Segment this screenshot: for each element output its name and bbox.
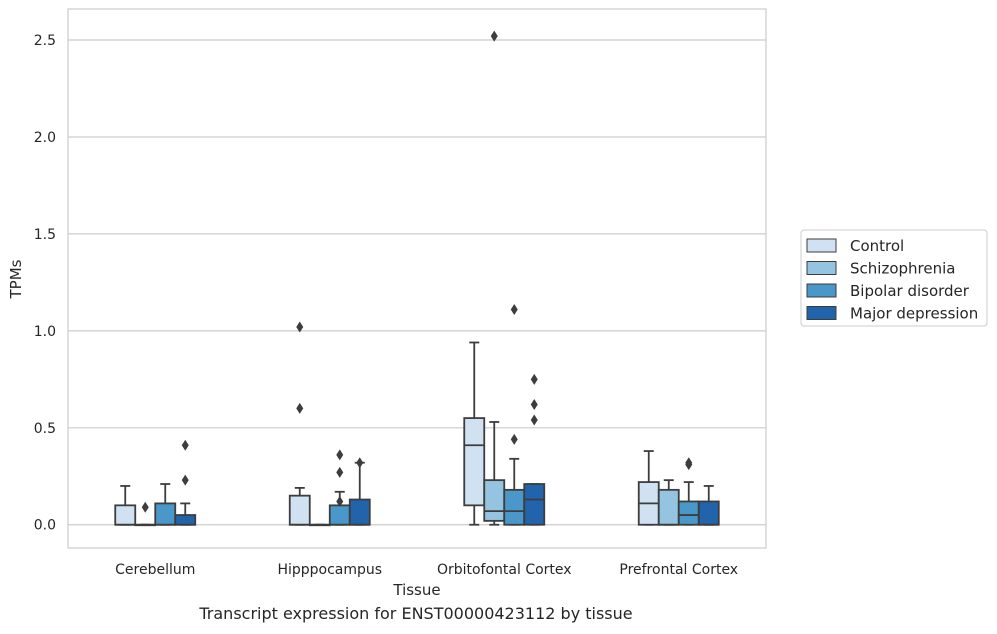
box-2-3 (677, 457, 700, 526)
box-body (174, 514, 197, 526)
box-body (288, 494, 311, 526)
box-0-3 (637, 450, 660, 526)
x-tick-label: Prefrontal Cortex (619, 562, 738, 578)
legend-label: Control (850, 237, 904, 255)
outlier-point (530, 399, 538, 411)
box-2-2 (503, 304, 526, 526)
box-body (483, 479, 506, 522)
legend-swatch (806, 238, 837, 253)
outlier-point (510, 433, 518, 445)
outlier-point (181, 439, 189, 451)
legend: Control Schizophrenia Bipolar disorder Majo… (800, 229, 988, 327)
y-tick-label: 1.0 (34, 324, 56, 340)
grid-lines (68, 39, 766, 526)
y-tick-label: 1.5 (34, 227, 56, 243)
box-2-1 (328, 449, 351, 526)
x-axis-label: Tissue (392, 581, 440, 599)
y-tick-label: 0.5 (34, 421, 56, 437)
box-3-1 (348, 457, 371, 526)
legend-swatch (806, 306, 837, 320)
box-2-0 (154, 483, 177, 526)
outlier-point (141, 501, 149, 513)
box-0-1 (288, 321, 311, 526)
outlier-point (530, 373, 538, 385)
legend-swatch (806, 261, 837, 275)
y-tick-label: 0.0 (34, 518, 56, 534)
x-tick-label: Cerebellum (115, 562, 195, 578)
outlier-point (510, 304, 518, 316)
box-body (657, 488, 680, 526)
outlier-point (356, 457, 364, 469)
outlier-point (490, 30, 498, 42)
box-0-0 (114, 485, 137, 526)
box-3-3 (697, 485, 720, 526)
x-tick-label: Hipppocampus (277, 562, 382, 578)
outlier-point (685, 457, 693, 469)
x-axis: Cerebellum Hipppocampus Orbitofontal Corte… (115, 562, 738, 578)
box-1-1 (308, 523, 331, 527)
y-tick-label: 2.5 (34, 33, 56, 49)
legend-label: Major depression (850, 305, 978, 323)
box-0-2 (463, 341, 486, 526)
chart-caption: Transcript expression for ENST0000042311… (199, 604, 633, 623)
plot-frame (67, 8, 767, 549)
legend-label: Schizophrenia (850, 260, 955, 278)
y-axis-label: TPMs (7, 259, 25, 299)
box-body (328, 504, 351, 526)
y-tick-label: 2.0 (34, 130, 56, 146)
box-body (677, 500, 700, 526)
legend-label: Bipolar disorder (850, 282, 970, 300)
outlier-point (296, 321, 304, 333)
outlier-point (530, 414, 538, 426)
x-tick-label: Orbitofontal Cortex (437, 562, 572, 578)
outlier-point (336, 495, 344, 507)
box-body (154, 502, 177, 526)
box-3-2 (523, 373, 546, 526)
box-1-0 (134, 501, 157, 527)
box-1-3 (657, 479, 680, 526)
box-3-0 (174, 439, 197, 526)
legend-swatch (806, 283, 837, 298)
outlier-point (336, 449, 344, 461)
box-body (348, 498, 371, 526)
box-body (697, 500, 720, 526)
outlier-point (181, 474, 189, 486)
outlier-point (296, 402, 304, 414)
box-plot-area (114, 30, 720, 527)
y-axis: 0.0 0.5 1.0 1.5 2.0 2.5 (34, 33, 56, 534)
box-body (503, 488, 526, 526)
box-1-2 (483, 30, 506, 526)
legend-box (800, 229, 988, 327)
box-body (523, 483, 546, 526)
box-body (114, 504, 137, 526)
box-body (463, 417, 486, 507)
outlier-point (336, 466, 344, 478)
